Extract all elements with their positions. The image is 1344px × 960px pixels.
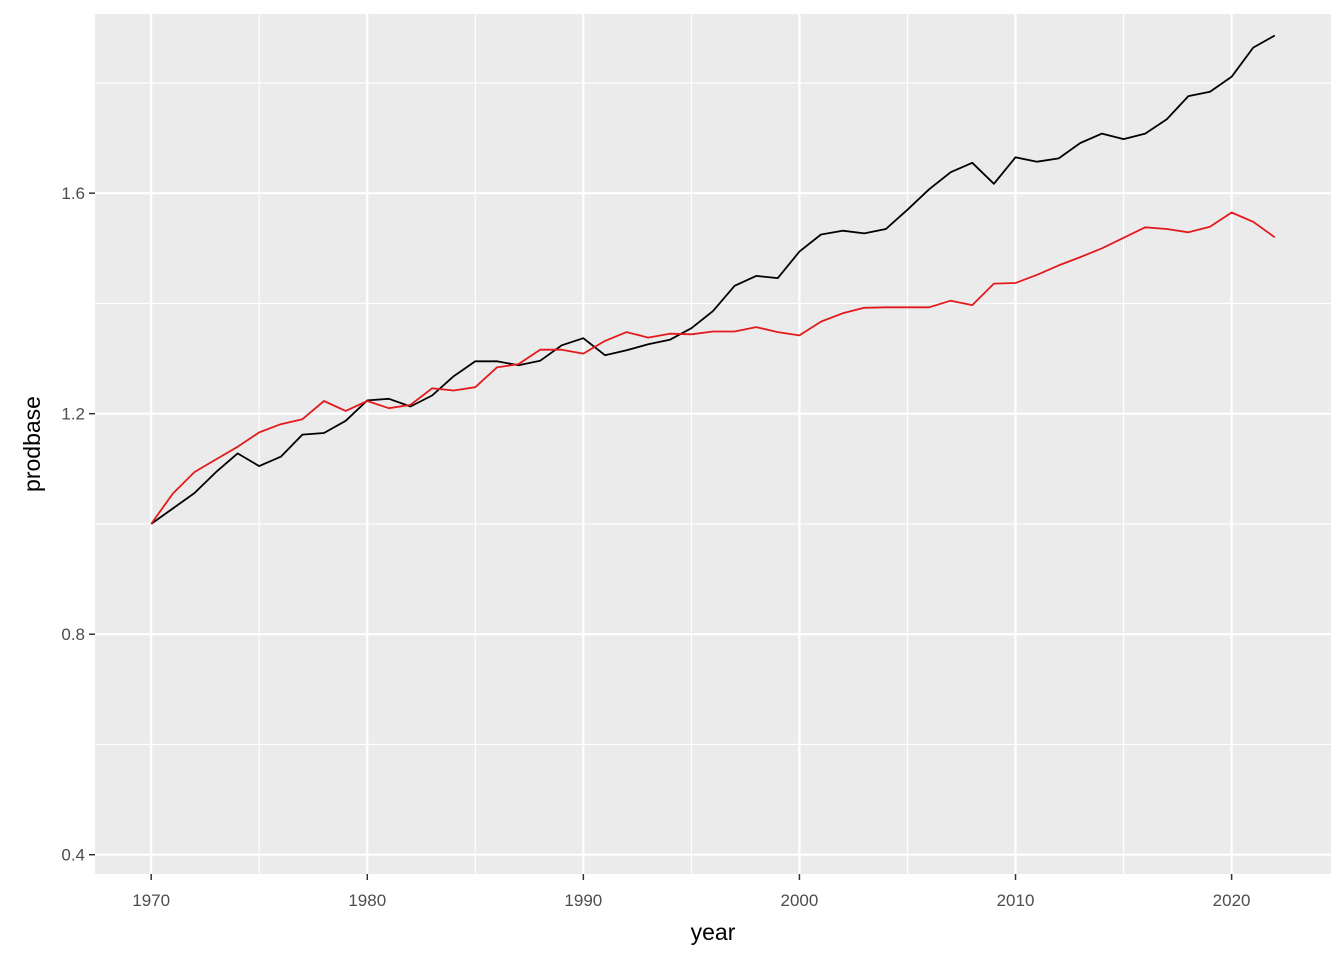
- grid-lines: [95, 14, 1331, 874]
- x-axis-title: year: [691, 919, 736, 945]
- x-tick-label: 2000: [781, 891, 819, 910]
- x-tick-label: 1970: [132, 891, 170, 910]
- x-tick-label: 2010: [997, 891, 1035, 910]
- x-tick-label: 2020: [1213, 891, 1251, 910]
- y-tick-label: 0.4: [61, 846, 85, 865]
- y-tick-label: 0.8: [61, 625, 85, 644]
- series-line-1: [150, 34, 1276, 525]
- y-tick-label: 1.2: [61, 405, 85, 424]
- x-tick-label: 1990: [564, 891, 602, 910]
- x-tick-label: 1980: [348, 891, 386, 910]
- axes: 1970 1980 1990 2000 2010 2020 0.4 0.8 1.2 1.6: [61, 184, 1250, 910]
- series-line-2: [150, 211, 1276, 525]
- y-axis-title: prodbase: [19, 396, 45, 492]
- y-tick-label: 1.6: [61, 184, 85, 203]
- series-lines: [150, 34, 1276, 525]
- panel-background: [95, 14, 1331, 874]
